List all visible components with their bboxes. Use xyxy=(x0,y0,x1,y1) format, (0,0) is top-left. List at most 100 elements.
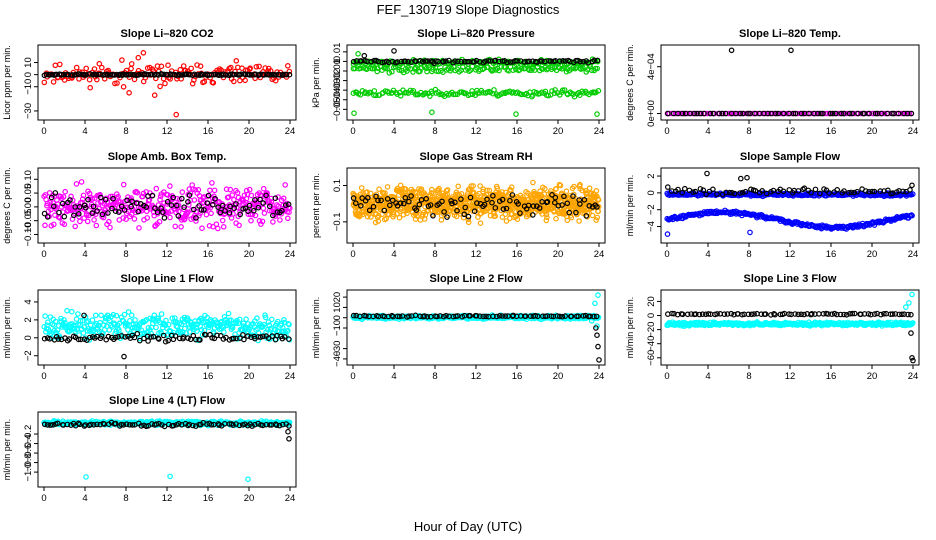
data-point xyxy=(411,66,418,72)
data-point xyxy=(185,209,191,216)
data-point xyxy=(279,207,285,214)
y-tick-label: −10 xyxy=(332,320,343,336)
data-point xyxy=(106,218,112,225)
x-tick-label: 0 xyxy=(41,126,46,137)
data-point xyxy=(61,213,68,220)
data-point xyxy=(529,212,536,218)
data-point xyxy=(257,196,263,203)
data-point xyxy=(99,211,106,218)
data-point xyxy=(745,110,751,117)
figure-xlabel: Hour of Day (UTC) xyxy=(414,519,522,534)
x-tick-label: 8 xyxy=(432,371,437,382)
x-tick-label: 16 xyxy=(512,371,523,382)
data-point xyxy=(862,188,869,194)
data-point xyxy=(64,307,70,314)
data-point xyxy=(220,224,227,230)
points xyxy=(41,49,293,118)
data-point xyxy=(559,202,565,208)
data-point xyxy=(190,332,197,339)
data-point xyxy=(364,195,371,201)
data-point xyxy=(209,334,215,341)
data-point xyxy=(477,313,483,320)
data-point xyxy=(849,110,856,117)
data-point xyxy=(719,110,726,117)
data-point xyxy=(109,193,116,200)
data-point xyxy=(122,334,129,340)
data-point xyxy=(233,57,240,64)
data-point xyxy=(203,211,210,218)
data-point xyxy=(113,312,120,319)
figure-title: FEF_130719 Slope Diagnostics xyxy=(377,2,560,17)
data-point xyxy=(477,220,484,227)
data-point xyxy=(889,110,895,117)
data-point xyxy=(126,90,132,96)
x-tick-label: 0 xyxy=(664,126,669,137)
data-point xyxy=(840,110,847,117)
x-tick-label: 0 xyxy=(664,249,669,260)
data-point xyxy=(795,311,802,318)
data-point xyxy=(539,58,545,64)
data-point xyxy=(900,188,906,195)
data-point xyxy=(172,315,178,321)
data-point xyxy=(172,223,179,230)
y-axis-label: degrees C per min. xyxy=(2,167,12,244)
data-point xyxy=(208,210,214,217)
data-point xyxy=(71,325,78,332)
y-tick-label: 0e+00 xyxy=(646,100,657,127)
data-point xyxy=(158,311,165,317)
data-point xyxy=(664,231,671,237)
y-tick-label: 0 xyxy=(646,190,657,195)
data-point xyxy=(251,207,257,214)
data-point xyxy=(285,320,292,327)
data-point xyxy=(855,110,861,117)
data-point xyxy=(41,79,48,86)
data-point xyxy=(402,58,409,65)
data-point xyxy=(694,110,700,117)
data-point xyxy=(261,210,268,216)
x-tick-label: 0 xyxy=(41,249,46,260)
data-point xyxy=(134,189,141,196)
data-point xyxy=(431,60,437,67)
data-point xyxy=(780,110,787,117)
data-point xyxy=(514,58,520,64)
data-point xyxy=(100,214,107,221)
data-point xyxy=(352,192,358,199)
data-point xyxy=(908,321,915,328)
data-point xyxy=(724,311,731,317)
data-point xyxy=(125,309,132,315)
data-point xyxy=(460,89,467,96)
data-point xyxy=(423,65,430,72)
data-point xyxy=(739,189,746,196)
data-point xyxy=(165,337,172,344)
data-point xyxy=(41,210,48,217)
data-point xyxy=(412,64,419,71)
data-point xyxy=(808,189,814,196)
data-point xyxy=(62,319,68,326)
data-point xyxy=(114,80,120,86)
data-point xyxy=(143,204,150,210)
data-point xyxy=(78,179,85,185)
data-point xyxy=(353,312,360,319)
data-point xyxy=(508,184,515,191)
data-point xyxy=(165,209,172,216)
data-point xyxy=(224,322,230,329)
data-point xyxy=(195,187,202,193)
data-point xyxy=(424,58,431,64)
data-point xyxy=(398,206,404,212)
data-point xyxy=(144,215,151,221)
data-point xyxy=(409,89,415,95)
data-point xyxy=(116,209,122,215)
data-point xyxy=(452,91,459,98)
data-point xyxy=(575,313,582,320)
x-tick-label: 0 xyxy=(664,371,669,382)
data-point xyxy=(583,213,590,219)
data-point xyxy=(375,218,382,224)
x-tick-label: 4 xyxy=(705,126,710,137)
data-point xyxy=(350,58,357,65)
data-point xyxy=(714,311,720,317)
data-point xyxy=(205,192,212,199)
data-point xyxy=(277,217,283,223)
data-point xyxy=(906,300,912,306)
